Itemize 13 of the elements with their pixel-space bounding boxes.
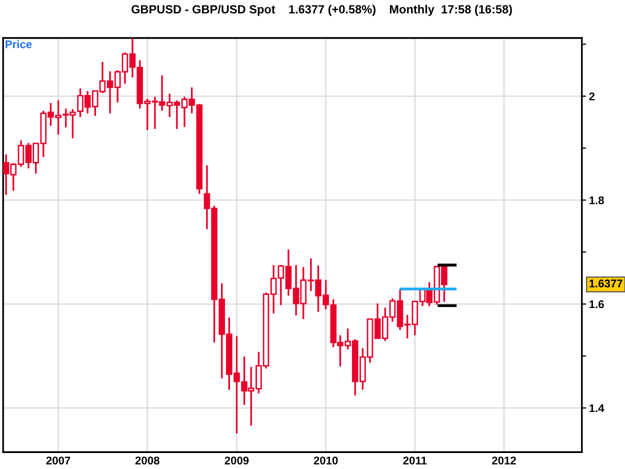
y-tick-label: 1.6 (590, 300, 604, 308)
y-axis-title: Price (6, 40, 32, 48)
x-tick-label: 2008 (135, 456, 160, 464)
x-tick-label: 2009 (224, 456, 249, 464)
x-tick-label: 2010 (314, 456, 338, 464)
x-tick-label: 2007 (46, 456, 70, 464)
x-tick-label: 2011 (403, 456, 427, 464)
chart-title: GBPUSD - GBP/USD Spot 1.6377 (+0.58%) Monthly 17:58 (16:58) (132, 4, 512, 16)
y-tick-label: 1.8 (590, 196, 604, 204)
x-tick-label: 2012 (492, 456, 516, 464)
y-tick-label: 2 (589, 92, 595, 100)
y-tick-label: 1.4 (590, 404, 604, 412)
text: 1.6377 (590, 280, 622, 288)
